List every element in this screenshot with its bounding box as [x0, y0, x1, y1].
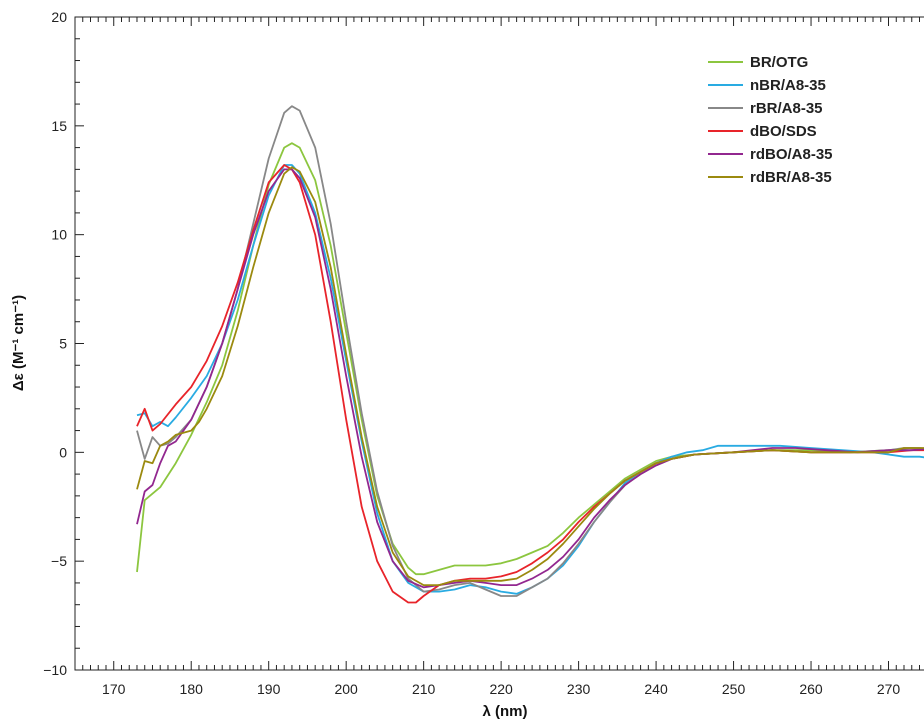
legend-label: BR/OTG	[750, 54, 808, 71]
x-tick-label: 250	[722, 681, 746, 697]
x-tick-label: 200	[334, 681, 358, 697]
legend-label: nBR/A8-35	[750, 77, 826, 94]
y-tick-label: 15	[51, 118, 67, 134]
x-tick-label: 170	[102, 681, 126, 697]
y-tick-label: −10	[43, 662, 67, 678]
y-tick-label: −5	[51, 553, 67, 569]
x-tick-label: 210	[412, 681, 436, 697]
legend-label: rdBR/A8-35	[750, 169, 832, 186]
y-tick-label: 10	[51, 227, 67, 243]
x-axis-ticks: 170 180 190 200 210 220 230 240 250 260 270	[74, 17, 921, 697]
legend-label: dBO/SDS	[750, 123, 817, 140]
legend-label: rdBO/A8-35	[750, 146, 833, 163]
y-tick-label: 0	[59, 444, 67, 460]
x-tick-label: 270	[877, 681, 901, 697]
x-axis-title: λ (nm)	[483, 703, 528, 720]
series-line-br-otg	[136, 142, 924, 576]
series-line-rdbo-a8-35	[136, 168, 924, 589]
series-line-rdbr-a8-35	[136, 166, 924, 586]
x-tick-label: 190	[257, 681, 281, 697]
y-axis-ticks: −10 −5 0 5 10 15 20	[43, 9, 84, 678]
x-tick-label: 260	[799, 681, 823, 697]
x-tick-label: 240	[644, 681, 668, 697]
legend-label: rBR/A8-35	[750, 100, 823, 117]
series-lines	[136, 105, 924, 604]
y-tick-label: 20	[51, 9, 67, 25]
x-tick-label: 180	[180, 681, 204, 697]
x-tick-label: 230	[567, 681, 591, 697]
x-tick-label: 220	[489, 681, 513, 697]
legend: BR/OTG nBR/A8-35 rBR/A8-35 dBO/SDS rdBO/A8-3…	[708, 54, 833, 186]
y-tick-label: 5	[59, 336, 67, 352]
y-axis-title: Δε (M⁻¹ cm⁻¹)	[10, 295, 27, 391]
